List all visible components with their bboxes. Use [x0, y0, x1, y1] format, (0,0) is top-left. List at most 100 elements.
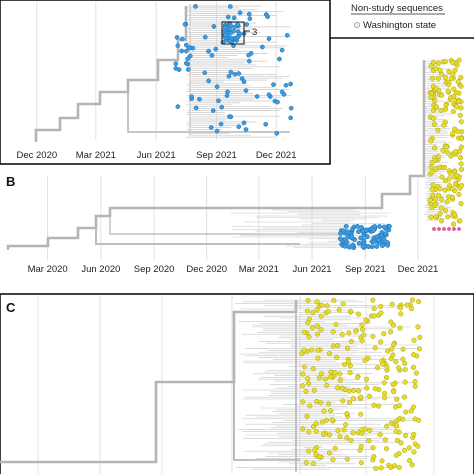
tip-point	[316, 375, 322, 381]
tip-point	[216, 98, 221, 104]
panel-c-tips	[299, 297, 423, 472]
panel-a-annotation: 3	[221, 21, 257, 45]
tip-point	[381, 224, 387, 230]
tip-point	[436, 164, 443, 170]
tip-point	[305, 320, 311, 326]
x-tick-label: Sep 2021	[196, 150, 237, 161]
tip-point	[458, 105, 464, 111]
tip-point	[279, 47, 285, 53]
tip-point	[391, 389, 397, 395]
tip-point	[427, 197, 433, 203]
tip-point	[360, 327, 366, 333]
tip-point	[370, 228, 376, 234]
tip-point	[390, 352, 396, 358]
tip-point	[224, 93, 230, 99]
tip-point	[223, 32, 229, 38]
tip-point	[231, 15, 237, 21]
tip-point	[436, 192, 442, 198]
tip-point	[393, 452, 399, 458]
tip-point	[327, 432, 333, 438]
tip-point	[457, 148, 463, 154]
tip-point	[452, 211, 458, 218]
tip-point	[206, 78, 211, 84]
tip-point	[433, 214, 439, 220]
tip-point	[300, 399, 306, 405]
tip-point	[228, 23, 234, 29]
tip-point	[358, 394, 364, 400]
tip-point	[402, 379, 408, 385]
panel-a-axis: Dec 2020 Mar 2021 Jun 2021 Sep 2021 Dec 2021	[16, 150, 296, 161]
tip-point	[378, 310, 384, 316]
tip-point	[314, 323, 320, 329]
tip-point	[409, 462, 415, 468]
tip-point	[301, 347, 307, 353]
tip-point	[265, 14, 270, 20]
tip-point	[346, 399, 352, 405]
tip-point	[211, 24, 217, 29]
tip-point	[396, 464, 402, 470]
tip-point	[446, 68, 452, 75]
tip-point	[455, 99, 461, 105]
tip-point	[402, 433, 409, 439]
tip-point	[277, 56, 282, 62]
tip-point	[457, 112, 463, 118]
x-tick-label: Sep 2020	[134, 264, 175, 275]
tip-point	[402, 447, 408, 453]
tip-point	[304, 413, 310, 419]
tip-point	[388, 329, 394, 335]
tip-point	[388, 319, 394, 325]
tip-point	[310, 461, 316, 467]
tip-point	[339, 385, 345, 391]
tip-point	[339, 331, 345, 337]
tip-point	[357, 447, 363, 453]
tip-point	[375, 403, 382, 409]
tip-point	[344, 345, 351, 351]
tip-point	[185, 67, 191, 72]
tip-point	[450, 130, 456, 136]
tip-point	[183, 42, 189, 48]
tip-point	[411, 449, 417, 455]
tip-point	[353, 328, 359, 334]
tip-point	[371, 305, 377, 312]
tip-point	[403, 409, 409, 415]
tip-point	[410, 364, 417, 370]
tip-point	[324, 303, 330, 309]
tip-point	[359, 427, 365, 433]
tip-point	[382, 390, 388, 396]
tip-point	[206, 48, 211, 54]
tip-point	[306, 448, 312, 454]
tip-point	[381, 331, 387, 337]
tip-point	[358, 460, 364, 466]
tip-point	[335, 427, 341, 434]
tip-point	[392, 404, 399, 410]
tip-point	[343, 422, 349, 428]
tip-point	[457, 155, 464, 161]
panel-a-frame	[0, 0, 331, 165]
tip-point	[355, 311, 362, 317]
tip-point	[410, 404, 417, 410]
tip-point	[363, 317, 369, 323]
panel-b-axis: Mar 2020 Jun 2020 Sep 2020 Dec 2020 Mar 2021…	[28, 264, 439, 275]
panel-c: C	[0, 293, 474, 474]
tip-point	[326, 401, 332, 407]
tip-point	[355, 374, 361, 381]
tip-point	[214, 128, 220, 134]
tip-point	[401, 394, 408, 400]
tip-point	[437, 186, 443, 192]
tip-point	[358, 411, 364, 417]
tip-point	[415, 443, 421, 449]
tip-point	[384, 364, 390, 370]
tip-point	[348, 437, 354, 444]
tip-point	[446, 82, 452, 88]
x-tick-label: Mar 2021	[239, 264, 279, 275]
tip-point	[360, 243, 366, 249]
tip-point	[313, 451, 319, 457]
tip-point	[266, 36, 272, 42]
tip-point	[366, 244, 372, 250]
tip-point	[398, 305, 404, 311]
tip-point	[337, 371, 343, 377]
tip-point	[431, 115, 437, 121]
tip-point	[306, 334, 312, 340]
tip-point	[193, 105, 199, 111]
